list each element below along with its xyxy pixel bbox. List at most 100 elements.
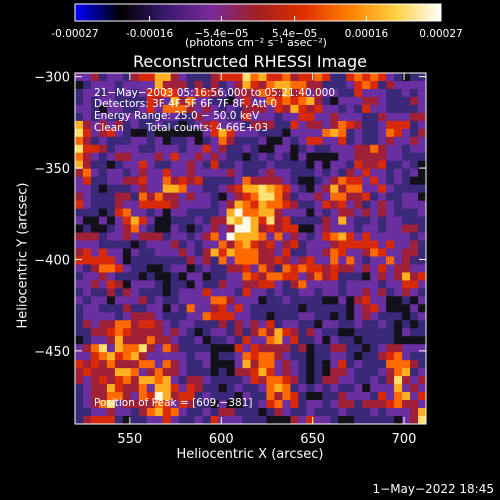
heatmap-cell [130,144,140,154]
heatmap-cell [250,112,260,122]
heatmap-cell [114,272,124,282]
heatmap-cell [75,408,84,417]
heatmap-cell [370,248,379,258]
heatmap-cell [114,160,124,170]
heatmap-cell [170,192,180,202]
heatmap-cell [202,376,212,385]
heatmap-cell [386,152,395,162]
heatmap-cell [162,288,172,297]
heatmap-cell [338,73,347,82]
heatmap-cell [226,240,236,250]
heatmap-cell [210,144,220,154]
heatmap-cell [346,184,355,194]
heatmap-cell [162,216,172,226]
heatmap-cell [146,288,156,297]
heatmap-cell [258,184,268,194]
heatmap-cell [362,136,371,146]
heatmap-cell [290,160,299,170]
heatmap-cell [346,400,355,409]
heatmap-cell [154,200,164,210]
heatmap-cell [274,320,284,329]
heatmap-cell [146,312,156,321]
heatmap-cell [362,224,371,234]
heatmap-cell [178,216,188,226]
heatmap-cell [378,384,387,393]
heatmap-cell [138,264,148,274]
heatmap-cell [130,328,140,337]
heatmap-cell [242,392,252,401]
heatmap-cell [362,192,371,202]
heatmap-cell [258,264,268,274]
heatmap-cell [298,144,307,154]
heatmap-cell [322,176,331,186]
heatmap-cell [338,248,347,258]
heatmap-cell [202,216,212,226]
heatmap-cell [250,376,260,385]
heatmap-cell [114,384,124,393]
heatmap-cell [266,80,276,90]
heatmap-cell [130,296,140,305]
heatmap-cell [346,120,355,130]
heatmap-cell [330,208,339,218]
heatmap-cell [122,328,132,337]
heatmap-cell [258,192,268,202]
heatmap-cell [242,73,252,82]
heatmap-cell [122,296,132,305]
heatmap-cell [354,120,363,130]
heatmap-cell [242,144,252,154]
footer-timestamp: 1−May−2022 18:45 [372,482,495,496]
heatmap-cell [370,232,379,242]
heatmap-cell [282,176,291,186]
heatmap-cell [274,176,284,186]
heatmap-cell [82,168,92,178]
heatmap-cell [234,368,244,377]
heatmap-cell [338,280,347,289]
heatmap-cell [410,144,419,154]
heatmap-cell [290,368,299,377]
heatmap-cell [314,104,323,114]
heatmap-cell [266,216,276,226]
heatmap-cell [266,88,276,98]
heatmap-cell [306,264,315,274]
heatmap-cell [354,136,363,146]
heatmap-cell [194,264,204,274]
heatmap-cell [75,232,84,242]
heatmap-cell [330,168,339,178]
heatmap-cell [338,272,347,282]
heatmap-cell [370,416,379,424]
heatmap-cell [106,288,116,297]
heatmap-cell [146,328,156,337]
heatmap-cell [226,272,236,282]
heatmap-cell [234,272,244,282]
heatmap-cell [138,256,148,266]
heatmap-cell [338,184,347,194]
heatmap-cell [98,272,108,282]
heatmap-cell [250,312,260,321]
heatmap-cell [298,320,307,329]
heatmap-cell [202,128,212,138]
heatmap-cell [386,272,395,282]
heatmap-cell [378,128,387,138]
heatmap-cell [378,352,387,361]
heatmap-cell [218,232,228,242]
heatmap-cell [330,160,339,170]
heatmap-cell [178,280,188,289]
heatmap-cell [250,256,260,266]
heatmap-cell [186,392,196,401]
heatmap-cell [266,416,276,424]
heatmap-cell [98,192,108,202]
heatmap-cell [314,152,323,162]
heatmap-cell [130,408,140,417]
heatmap-cell [202,312,212,321]
heatmap-cell [362,96,371,106]
heatmap-cell [394,368,403,377]
heatmap-cell [346,192,355,202]
heatmap-cell [418,144,426,154]
heatmap-cell [394,312,403,321]
heatmap-cell [418,224,426,234]
heatmap-cell [186,384,196,393]
heatmap-cell [274,232,284,242]
heatmap-cell [114,136,124,146]
heatmap-cell [354,104,363,114]
heatmap-cell [322,320,331,329]
